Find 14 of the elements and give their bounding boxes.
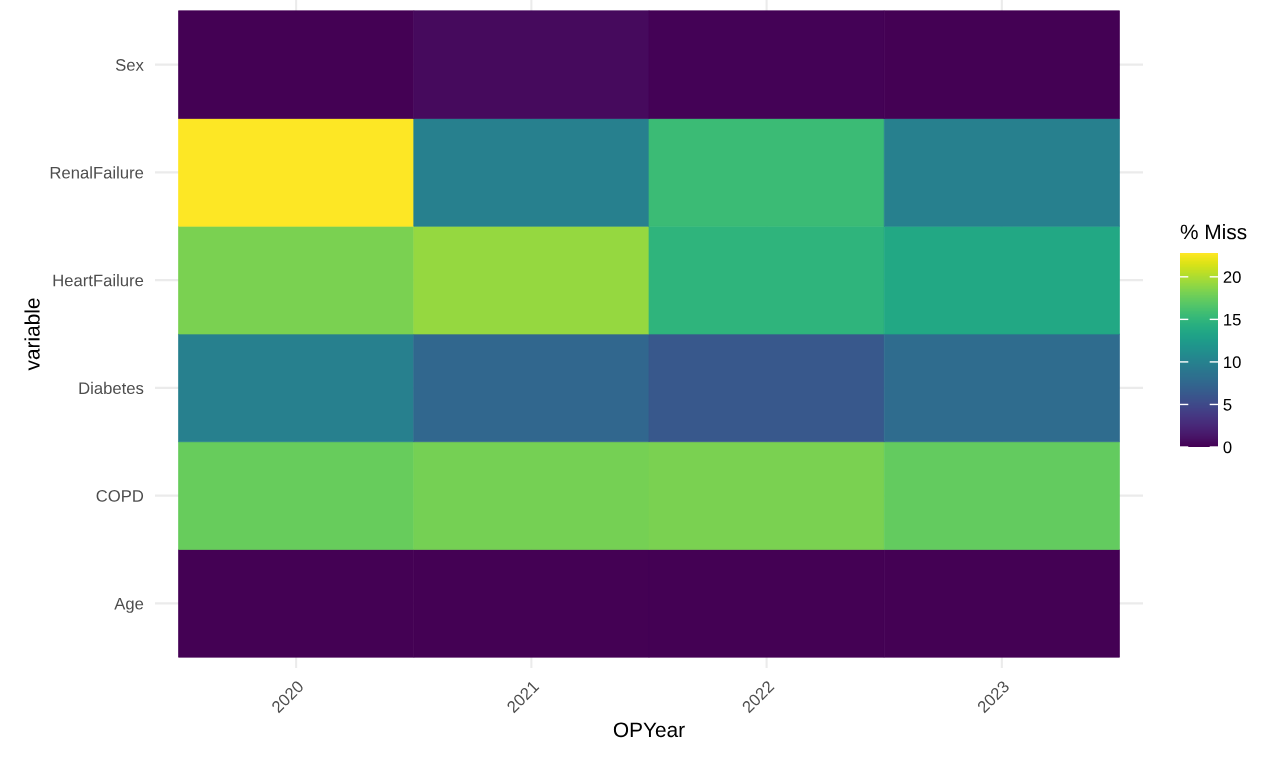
y-tick-label: COPD: [96, 490, 144, 502]
y-tick-label: Age: [114, 597, 144, 613]
y-tick-label: RenalFailure: [50, 166, 144, 179]
y-tick-label: HeartFailure: [53, 274, 144, 287]
y-tick-label: Diabetes: [79, 381, 144, 395]
color-bar-label: 0: [1223, 441, 1232, 454]
color-bar-label: 10: [1224, 356, 1241, 369]
y-axis-title: variable: [24, 298, 40, 371]
color-bar-title: % Miss: [1180, 224, 1247, 240]
color-bar-label: 20: [1223, 271, 1241, 284]
color-bar-label: 5: [1223, 399, 1232, 411]
y-tick-label: Sex: [115, 59, 144, 71]
color-bar-label: 15: [1224, 313, 1241, 326]
x-axis-title: OPYear: [613, 722, 685, 738]
